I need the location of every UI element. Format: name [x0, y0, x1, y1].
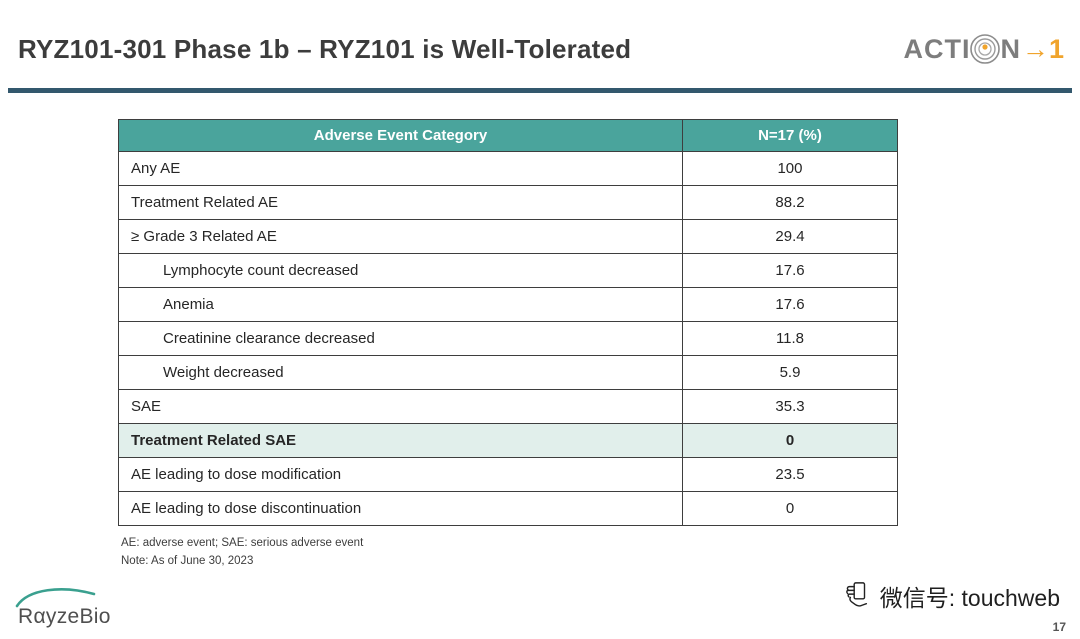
- value-cell: 5.9: [681, 355, 899, 390]
- action1-logo: ACTI N →1: [903, 32, 1064, 66]
- value-cell: 29.4: [681, 219, 899, 254]
- action1-swirl-o-icon: [970, 34, 1001, 64]
- category-cell: AE leading to dose discontinuation: [118, 491, 683, 526]
- table-row: AE leading to dose discontinuation 0: [118, 491, 899, 526]
- table-row: Creatinine clearance decreased 11.8: [118, 321, 899, 356]
- page-number: 17: [1052, 620, 1066, 634]
- category-cell: Any AE: [118, 151, 683, 186]
- rayzebio-wordmark: RαyzeBio: [18, 605, 111, 628]
- table-head: Adverse Event Category N=17 (%): [118, 119, 899, 152]
- footnote-data-cutoff: Note: As of June 30, 2023: [121, 554, 254, 567]
- column-header-n: N=17 (%): [681, 119, 899, 152]
- value-cell: 0: [681, 491, 899, 526]
- table-row: SAE 35.3: [118, 389, 899, 424]
- category-cell: SAE: [118, 389, 683, 424]
- wechat-watermark: 微信号: touchweb: [841, 579, 1060, 613]
- table-row: ≥ Grade 3 Related AE 29.4: [118, 219, 899, 254]
- rayzebio-swoosh-icon: [15, 588, 96, 608]
- column-header-category: Adverse Event Category: [118, 119, 683, 152]
- slide-header: RYZ101-301 Phase 1b – RYZ101 is Well-Tol…: [18, 16, 1064, 82]
- value-cell: 35.3: [681, 389, 899, 424]
- table-row: Lymphocyte count decreased 17.6: [118, 253, 899, 288]
- category-cell: ≥ Grade 3 Related AE: [118, 219, 683, 254]
- value-cell: 100: [681, 151, 899, 186]
- category-cell: Creatinine clearance decreased: [118, 321, 683, 356]
- value-cell: 17.6: [681, 287, 899, 322]
- category-cell: Lymphocyte count decreased: [118, 253, 683, 288]
- table-row: Weight decreased 5.9: [118, 355, 899, 390]
- table-row: Any AE 100: [118, 151, 899, 186]
- table-row: Treatment Related SAE 0: [118, 423, 899, 458]
- action1-text-prefix: ACTI: [903, 33, 971, 64]
- category-cell: Treatment Related AE: [118, 185, 683, 220]
- category-cell: Treatment Related SAE: [118, 423, 683, 458]
- table-body: Any AE 100 Treatment Related AE 88.2 ≥ Grade…: [118, 151, 899, 526]
- wechat-id-text: 微信号: touchweb: [879, 585, 1060, 611]
- hand-holding-phone-icon: [845, 582, 867, 607]
- footnote-abbreviations: AE: adverse event; SAE: serious adverse …: [121, 537, 364, 549]
- value-cell: 17.6: [681, 253, 899, 288]
- table-header-row: Adverse Event Category N=17 (%): [118, 119, 899, 152]
- value-cell: 0: [681, 423, 899, 458]
- category-cell: Anemia: [118, 287, 683, 322]
- table-row: Treatment Related AE 88.2: [118, 185, 899, 220]
- table-row: Anemia 17.6: [118, 287, 899, 322]
- slide-title: RYZ101-301 Phase 1b – RYZ101 is Well-Tol…: [18, 33, 632, 64]
- table-section: Adverse Event Category N=17 (%) Any AE 10…: [118, 119, 899, 571]
- category-cell: AE leading to dose modification: [118, 457, 683, 492]
- value-cell: 88.2: [681, 185, 899, 220]
- header-divider: [8, 88, 1072, 93]
- action1-arrow-one: →1: [1021, 33, 1064, 64]
- action1-text-n: N: [1000, 33, 1021, 64]
- footnotes: AE: adverse event; SAE: serious adverse …: [118, 535, 898, 571]
- adverse-events-table: Adverse Event Category N=17 (%) Any AE 10…: [118, 119, 899, 526]
- category-cell: Weight decreased: [118, 355, 683, 390]
- table-row: AE leading to dose modification 23.5: [118, 457, 899, 492]
- rayzebio-logo: RαyzeBio: [15, 587, 136, 631]
- value-cell: 23.5: [681, 457, 899, 492]
- value-cell: 11.8: [681, 321, 899, 356]
